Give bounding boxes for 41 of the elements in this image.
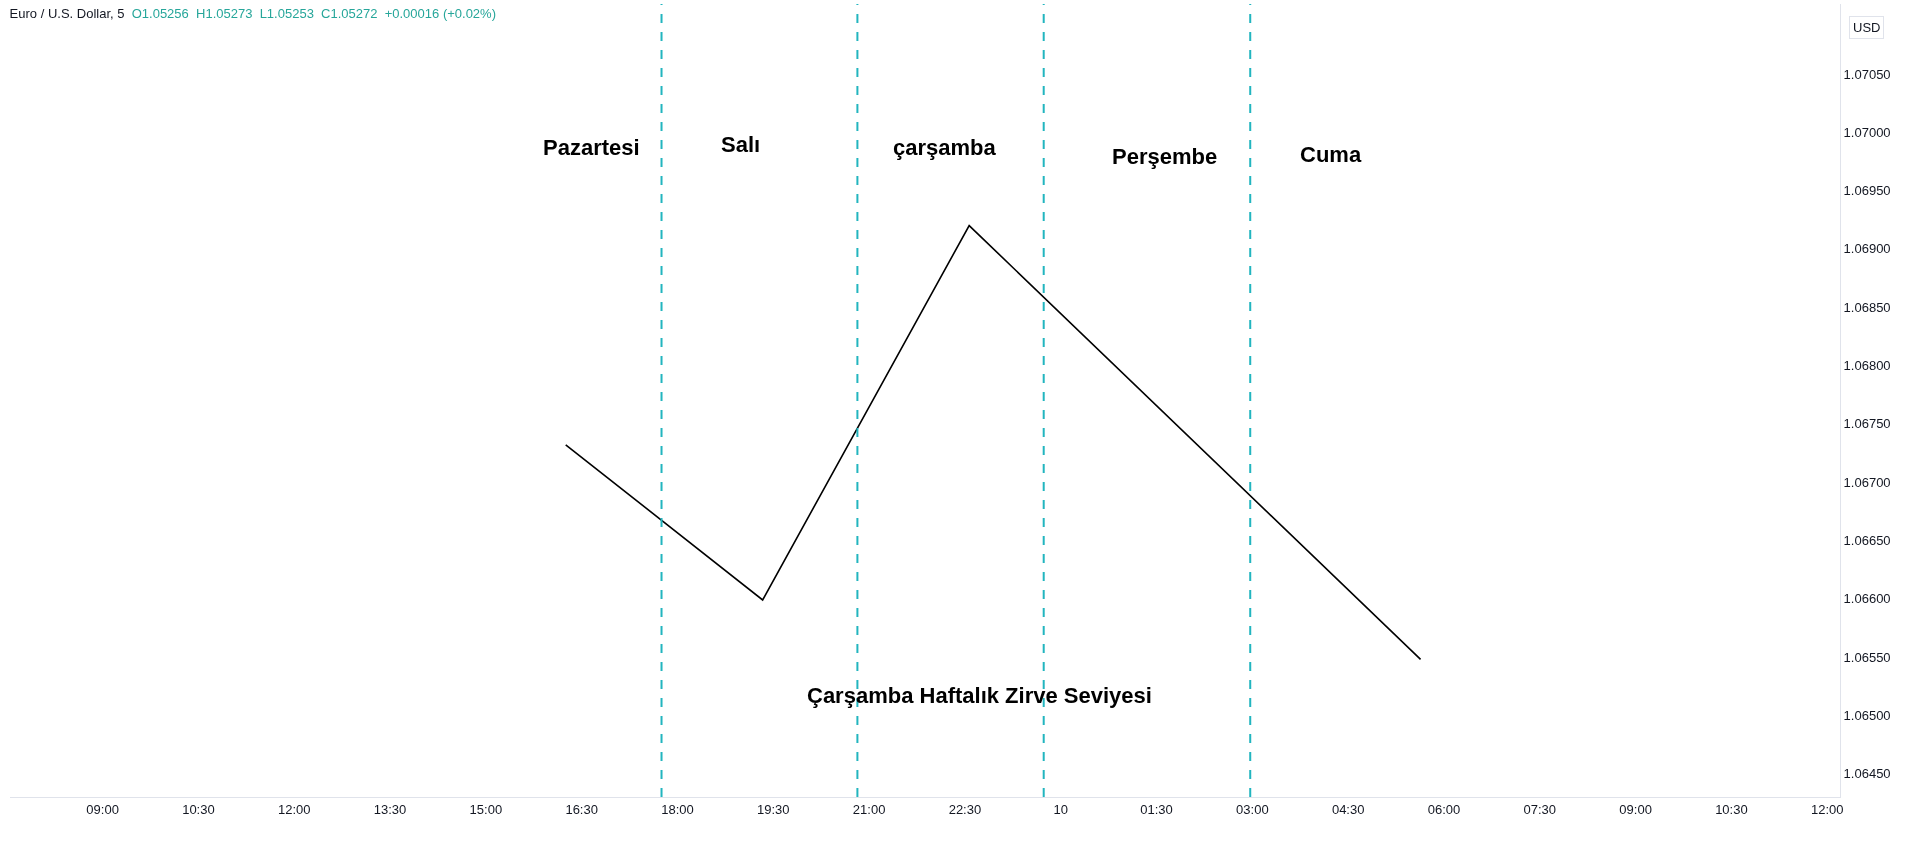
x-tick-label: 22:30 — [948, 801, 982, 817]
y-tick-label: 1.06900 — [1843, 241, 1891, 257]
x-tick-label: 10:30 — [1715, 801, 1748, 817]
x-tick-label: 16:30 — [565, 801, 598, 817]
x-tick-label: 12:00 — [1810, 801, 1844, 817]
y-tick-label: 1.06450 — [1843, 766, 1891, 782]
y-tick-label: 1.06850 — [1843, 299, 1891, 315]
x-tick-label: 15:00 — [469, 801, 503, 817]
x-tick-label: 21:00 — [852, 801, 886, 817]
y-tick-label: 1.06800 — [1843, 358, 1891, 374]
chart-subtitle: O1.05256 H1.05273 L1.05253 C1.05272 +0.00016 (+0.02%) — [131, 5, 497, 21]
y-tick-label: 1.07050 — [1843, 66, 1891, 82]
x-tick-label: 19:30 — [757, 801, 790, 817]
y-tick-label: 1.06500 — [1843, 707, 1891, 723]
x-tick-label: 18:00 — [661, 801, 694, 817]
chart-title: Euro / U.S. Dollar, 5 — [9, 5, 125, 21]
y-tick-label: 1.07000 — [1843, 124, 1891, 140]
y-tick-label: 1.06700 — [1843, 474, 1891, 490]
x-tick-label: 10 — [1053, 801, 1068, 817]
annotation: Salı — [721, 132, 761, 157]
annotation: çarşamba — [893, 135, 997, 160]
y-tick-label: 1.06550 — [1843, 649, 1891, 665]
x-tick-label: 03:00 — [1236, 801, 1269, 817]
annotation: Cuma — [1300, 142, 1362, 167]
x-tick-label: 13:30 — [373, 801, 407, 817]
y-axis-title: USD — [1853, 20, 1881, 35]
x-tick-label: 07:30 — [1523, 801, 1557, 817]
x-tick-label: 09:00 — [86, 801, 119, 817]
x-tick-label: 01:30 — [1140, 801, 1173, 817]
y-tick-label: 1.06750 — [1843, 416, 1891, 432]
x-tick-label: 10:30 — [182, 801, 215, 817]
x-tick-label: 04:30 — [1331, 801, 1365, 817]
annotation: Perşembe — [1112, 144, 1218, 169]
x-tick-label: 09:00 — [1619, 801, 1652, 817]
annotation: Çarşamba Haftalık Zirve Seviyesi — [807, 683, 1152, 708]
y-tick-label: 1.06600 — [1843, 591, 1891, 607]
y-tick-label: 1.06650 — [1843, 532, 1891, 548]
annotation: Pazartesi — [543, 135, 640, 160]
x-tick-label: 06:00 — [1427, 801, 1461, 817]
x-tick-label: 12:00 — [277, 801, 311, 817]
y-tick-label: 1.06950 — [1843, 183, 1891, 199]
